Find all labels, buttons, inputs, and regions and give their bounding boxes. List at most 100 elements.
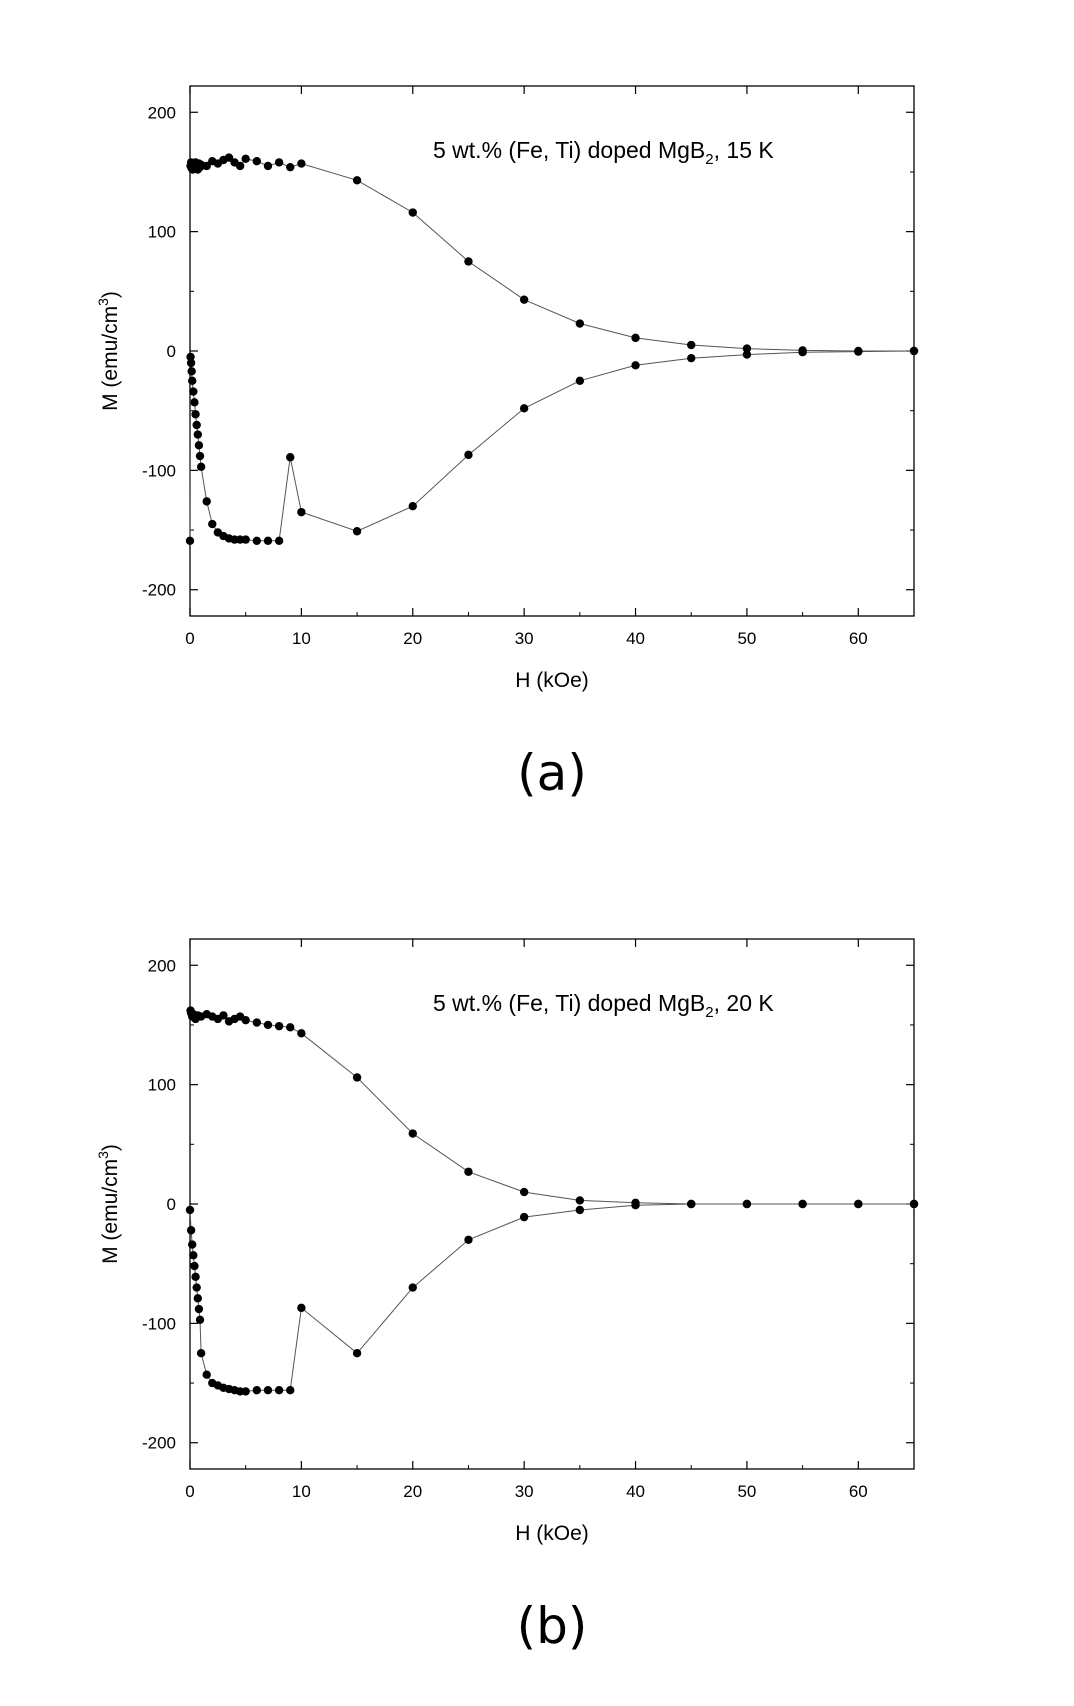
data-point [286,162,295,172]
data-point [687,353,696,363]
x-tick-label: 40 [626,1482,645,1501]
data-point [909,346,919,356]
data-point [742,1199,752,1209]
data-point [575,319,585,328]
data-point [519,404,529,413]
data-point [631,1200,640,1210]
data-point [196,1349,206,1358]
x-tick-label: 50 [737,629,756,648]
data-point [854,347,863,356]
data-point [193,1294,202,1303]
data-point [742,344,752,353]
data-point [909,1199,919,1209]
y-tick-label: 200 [148,103,176,122]
data-point [196,462,206,471]
data-point [235,161,245,171]
data-point [208,519,217,529]
data-point [687,340,696,350]
data-point [202,1370,211,1379]
data-point [352,527,362,536]
data-point [252,536,262,545]
data-point [195,451,205,461]
data-point [192,1283,201,1292]
x-axis-label: H (kOe) [515,669,589,692]
data-point [186,1226,196,1235]
data-point [188,1240,197,1249]
data-point [464,257,473,266]
x-tick-label: 30 [515,1482,534,1501]
data-point [352,1073,362,1082]
chart-a-svg: 0 10 20 30 40 50 60 -200 -100 0 100 200 5 wt.% (Fe, … [95,85,919,802]
data-point [194,441,204,450]
y-tick-label: -100 [142,1314,176,1333]
data-point [187,367,196,376]
figure-panel-b: 0 10 20 30 40 50 60 -200 -100 0 100 200 5 wt.% (Fe, … [0,853,1074,1706]
x-tick-label: 10 [292,629,311,648]
data-point [195,1315,205,1324]
data-point [263,161,273,171]
data-point [241,1015,250,1025]
data-point [263,536,273,545]
x-axis-label: H (kOe) [515,1522,589,1545]
data-point [219,1011,228,1020]
y-tick-label: 0 [167,1195,176,1214]
data-point [193,430,202,439]
data-point [274,1021,284,1031]
panel-label: (a) [517,744,587,802]
data-point [194,1304,204,1314]
x-tick-label: 50 [737,1482,756,1501]
x-tick-label: 30 [515,629,534,648]
chart-b-svg: 0 10 20 30 40 50 60 -200 -100 0 100 200 5 wt.% (Fe, … [95,938,919,1655]
figure-panel-a: 0 10 20 30 40 50 60 -200 -100 0 100 200 5 wt.% (Fe, … [95,85,919,802]
data-point [191,1272,200,1282]
series-2-line [189,1203,914,1392]
data-point [297,159,306,168]
data-point [519,295,529,304]
data-point [252,1386,262,1395]
data-point [408,1129,417,1138]
data-point [464,1235,473,1245]
y-tick-label: -200 [142,1434,176,1453]
data-point [742,350,752,359]
data-point [202,161,211,171]
data-point [575,1205,585,1215]
data-point [798,347,807,357]
data-point [352,1349,362,1358]
x-tick-label: 0 [185,1482,194,1501]
data-point [464,1167,473,1176]
data-point [241,154,250,164]
data-point [191,410,200,419]
y-tick-label: 0 [167,342,176,361]
data-point [352,176,362,185]
data-point [286,1386,295,1395]
data-point [185,536,195,545]
data-point [186,352,195,362]
data-point [185,1205,195,1215]
data-point [286,1023,295,1032]
data-point [575,376,585,386]
data-point [274,158,284,167]
series-1-line [190,1010,914,1205]
y-tick-label: 200 [148,956,176,975]
data-point [408,501,417,511]
data-point [519,1212,529,1222]
data-point [190,398,199,407]
y-axis-label: M (emu/cm3) [95,1144,122,1264]
data-point [408,1283,417,1292]
data-point [213,528,223,537]
panel-label: (b) [517,1597,588,1655]
data-point [252,157,262,166]
annotation-label: 5 wt.% (Fe, Ti) doped MgB2, 20 K [433,990,774,1021]
series-1-line [190,157,914,352]
data-point [464,450,473,460]
y-tick-label: 100 [148,223,176,242]
data-point [252,1018,262,1027]
x-tick-label: 40 [626,629,645,648]
data-point [575,1196,585,1205]
x-tick-label: 0 [185,629,194,648]
data-point [224,153,234,162]
x-tick-label: 60 [849,1482,868,1501]
data-point [189,1251,198,1260]
y-tick-label: 100 [148,1076,176,1095]
data-point [208,1378,217,1388]
